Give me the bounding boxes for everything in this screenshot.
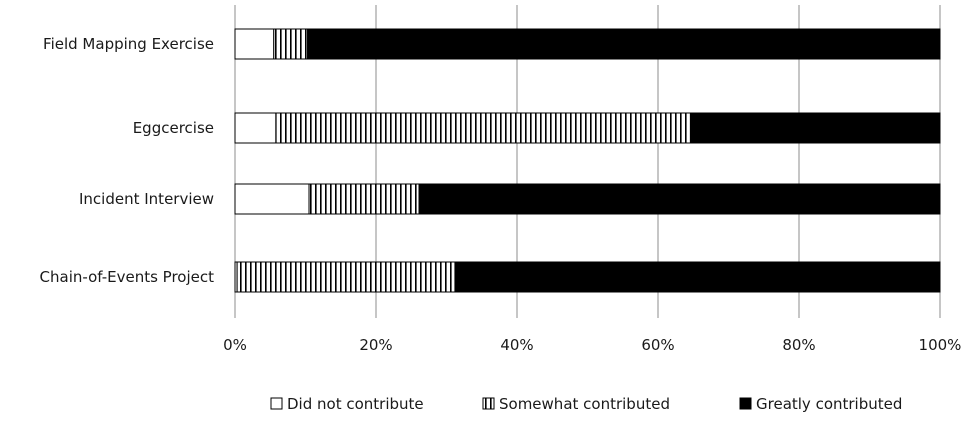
x-tick-label: 40% (500, 336, 533, 354)
category-label: Eggcercise (133, 119, 214, 137)
legend-swatch-did-not-contribute (270, 397, 283, 410)
legend-label-somewhat-contributed: Somewhat contributed (499, 395, 670, 413)
x-tick-label: 20% (359, 336, 392, 354)
x-tick-label: 100% (919, 336, 962, 354)
bar-segment-greatly-contributed (689, 112, 941, 144)
bar-segment-greatly-contributed (454, 261, 941, 293)
category-label: Incident Interview (79, 190, 214, 208)
x-tick-labels: 0% 20% 40% 60% 80% 100% (223, 336, 961, 354)
x-tick-label: 60% (641, 336, 674, 354)
legend-swatch-somewhat-contributed (482, 397, 495, 410)
bar-segment-somewhat-contributed (275, 112, 691, 144)
legend-label-did-not-contribute: Did not contribute (287, 395, 424, 413)
bar-segment-somewhat-contributed (308, 183, 420, 215)
x-tick-label: 0% (223, 336, 247, 354)
x-tick-label: 80% (782, 336, 815, 354)
bar-segment-greatly-contributed (418, 183, 941, 215)
bar-segment-did-not-contribute (234, 28, 275, 60)
bar-segment-did-not-contribute (234, 183, 310, 215)
category-label: Chain-of-Events Project (40, 268, 215, 286)
bar-segment-greatly-contributed (307, 28, 941, 60)
category-labels: Field Mapping Exercise Eggcercise Incident… (40, 35, 215, 286)
legend: Did not contribute Somewhat contributed Gr… (270, 395, 902, 413)
legend-label-greatly-contributed: Greatly contributed (756, 395, 902, 413)
bar-segment-somewhat-contributed (273, 28, 309, 60)
legend-swatch-greatly-contributed (739, 397, 752, 410)
bar-segment-did-not-contribute (234, 112, 277, 144)
category-label: Field Mapping Exercise (43, 35, 214, 53)
bar-segment-somewhat-contributed (236, 261, 456, 293)
bars (234, 28, 941, 293)
